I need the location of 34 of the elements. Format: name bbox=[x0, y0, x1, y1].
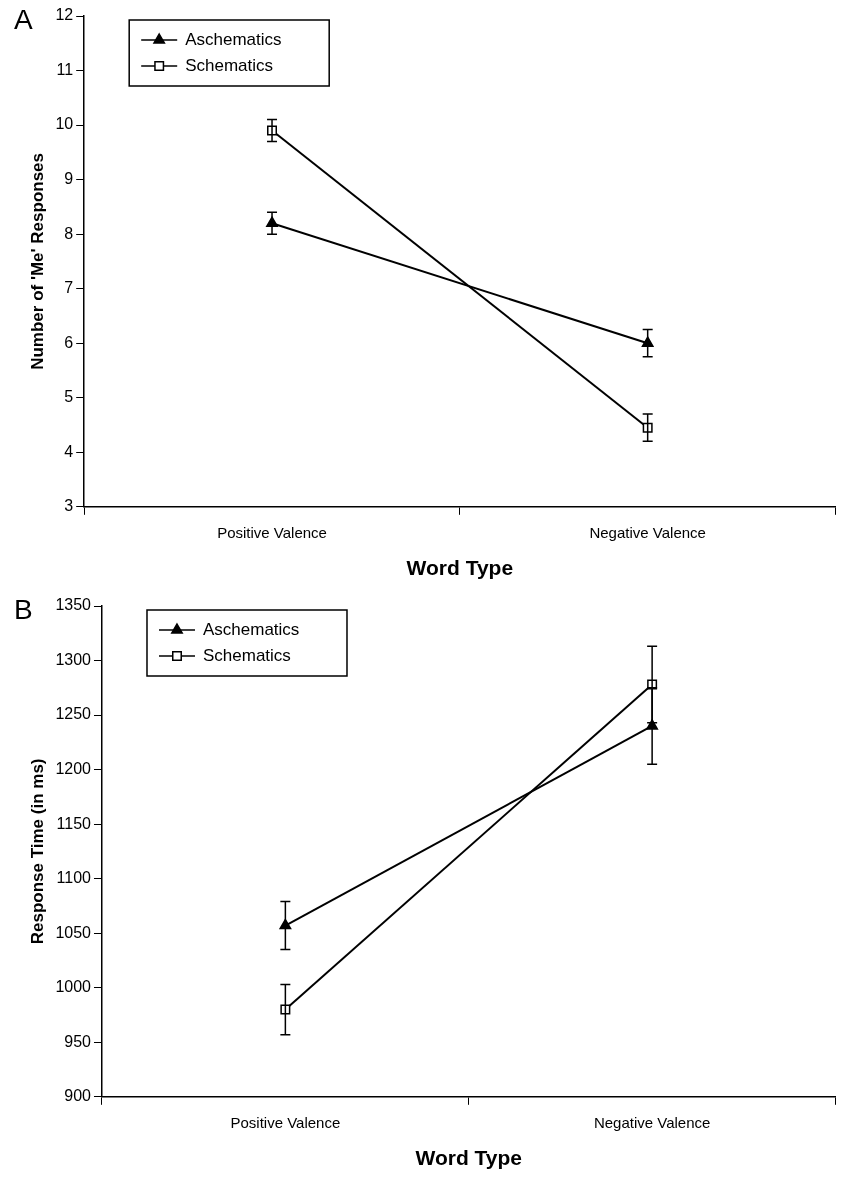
y-tick-label: 1350 bbox=[55, 596, 92, 614]
y-tick-label: 1250 bbox=[55, 705, 92, 723]
x-tick-label: Negative Valence bbox=[593, 1113, 711, 1131]
y-tick-label: 900 bbox=[64, 1087, 92, 1105]
y-tick-label: 8 bbox=[64, 224, 74, 242]
x-tick-label: Positive Valence bbox=[217, 523, 327, 541]
y-axis-title: Response Time (in ms) bbox=[27, 758, 47, 945]
y-tick-label: 9 bbox=[64, 170, 74, 188]
y-tick-label: 5 bbox=[64, 388, 74, 406]
y-tick-label: 4 bbox=[64, 442, 74, 460]
legend-label: Schematics bbox=[185, 55, 274, 75]
y-tick-label: 7 bbox=[64, 279, 74, 297]
y-tick-label: 950 bbox=[64, 1032, 92, 1050]
chart-title: B bbox=[14, 594, 33, 626]
y-axis-title: Number of 'Me' Responses bbox=[27, 152, 47, 370]
y-tick-label: 1100 bbox=[56, 869, 92, 887]
chart-title: A bbox=[14, 4, 33, 36]
x-tick-label: Negative Valence bbox=[589, 523, 706, 541]
y-tick-label: 1150 bbox=[56, 814, 92, 832]
legend-label: Aschematics bbox=[202, 619, 300, 639]
legend-label: Aschematics bbox=[185, 29, 282, 49]
y-tick-label: 12 bbox=[55, 6, 74, 24]
y-tick-label: 6 bbox=[64, 333, 74, 351]
y-tick-label: 3 bbox=[64, 497, 74, 515]
x-axis-title: Word Type bbox=[415, 1146, 523, 1170]
y-tick-label: 11 bbox=[56, 60, 74, 78]
x-axis-title: Word Type bbox=[406, 556, 514, 580]
y-tick-label: 1000 bbox=[55, 978, 92, 996]
y-tick-label: 1200 bbox=[55, 760, 92, 778]
y-tick-label: 10 bbox=[55, 115, 74, 133]
y-tick-label: 1050 bbox=[55, 923, 92, 941]
y-tick-label: 1300 bbox=[55, 650, 92, 668]
x-tick-label: Positive Valence bbox=[230, 1113, 341, 1131]
legend-label: Schematics bbox=[202, 645, 291, 665]
